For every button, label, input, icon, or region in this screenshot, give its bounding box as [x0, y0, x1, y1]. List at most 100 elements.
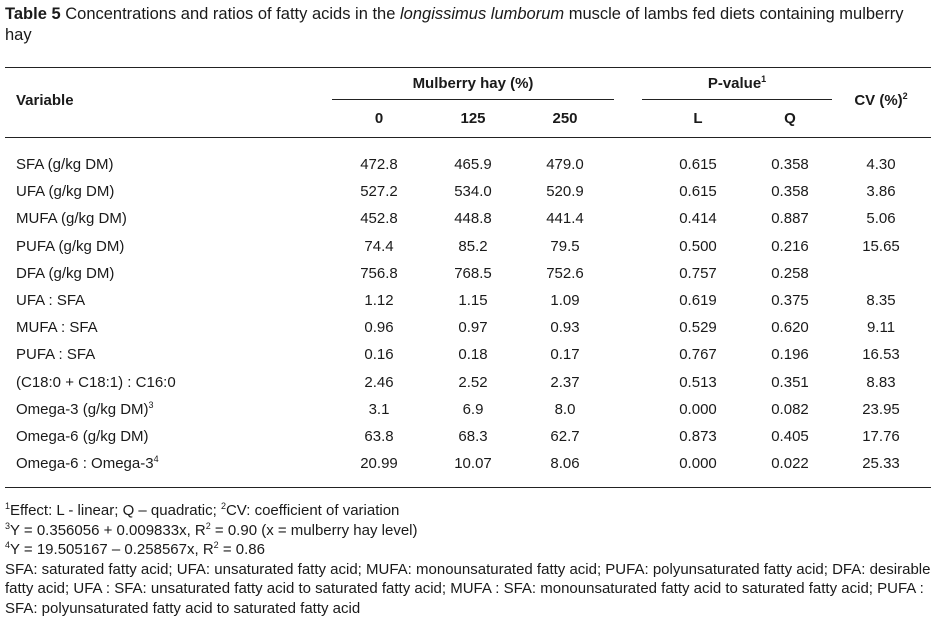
table-cell: 85.2 [458, 237, 488, 255]
header-cv: CV (%)2 [836, 91, 926, 110]
row-label-text: Omega-6 : Omega-3 [16, 455, 154, 473]
table-cell: 0.887 [771, 210, 809, 228]
header-sub-125: 125 [460, 110, 486, 127]
header-cv-sup: 2 [902, 91, 908, 101]
table-cell: 527.2 [360, 183, 398, 201]
table-cell: 0.216 [771, 237, 809, 255]
table-cell: 0.022 [771, 455, 809, 473]
footnote-1: 1Effect: L - linear; Q – quadratic; 2CV:… [5, 501, 931, 521]
table-cell: 5.06 [866, 210, 896, 228]
table-cell: 0.18 [458, 346, 488, 364]
row-label: DFA (g/kg DM) [16, 265, 114, 282]
table-cell: 15.65 [862, 237, 900, 255]
table-cell: 465.9 [454, 156, 492, 173]
header-rule [5, 137, 931, 138]
pvalue-subrule [642, 99, 832, 100]
footnote-4: 4Y = 19.505167 – 0.258567x, R2 = 0.86 [5, 540, 931, 560]
row-label-text: (C18:0 + C18:1) : C16:0 [16, 373, 176, 391]
row-label: PUFA (g/kg DM) [16, 238, 124, 255]
footnote-3-r2: 2 [205, 520, 211, 531]
table-cell: 0.414 [679, 210, 717, 228]
table-cell: 756.8 [360, 264, 398, 282]
row-label-sup: 4 [153, 454, 159, 465]
table-cell: 17.76 [862, 428, 900, 445]
table-cell: 0.529 [679, 319, 717, 337]
table-cell: 752.6 [546, 264, 584, 282]
row-label: UFA (g/kg DM) [16, 183, 114, 200]
table-cell: 0.351 [771, 373, 809, 391]
footnote-4-r2: 2 [213, 540, 219, 550]
table-cell: 534.0 [454, 183, 492, 201]
table-cell: 0.358 [771, 156, 809, 173]
top-rule [5, 67, 931, 68]
footnote-3: 3Y = 0.356056 + 0.009833x, R2 = 0.90 (x … [5, 521, 931, 541]
table-cell: 74.4 [364, 237, 394, 255]
table-cell: 2.46 [364, 373, 394, 391]
table-cell: 16.53 [862, 346, 900, 364]
row-label-text: DFA (g/kg DM) [16, 264, 115, 282]
table-cell: 1.09 [550, 292, 580, 309]
row-label: MUFA : SFA [16, 319, 98, 336]
table-cell: 3.1 [368, 400, 390, 418]
table-cell: 452.8 [360, 210, 398, 228]
table-cell: 10.07 [454, 455, 492, 473]
table-cell: 8.83 [866, 373, 896, 391]
table-cell: 0.17 [550, 346, 580, 364]
table-cell: 0.757 [679, 264, 717, 282]
table-cell: 472.8 [360, 156, 398, 173]
table-cell: 1.15 [458, 292, 488, 309]
row-label-text: Omega-6 (g/kg DM) [16, 428, 149, 445]
table-cell: 0.358 [771, 183, 809, 201]
header-sub-Q: Q [784, 110, 796, 127]
footnote-2-text: CV: coefficient of variation [225, 502, 400, 519]
table-cell: 8.0 [554, 400, 576, 418]
table-cell: 0.93 [550, 319, 580, 337]
table-cell: 9.11 [866, 319, 896, 337]
table-cell: 1.12 [364, 292, 394, 309]
table-cell: 0.082 [771, 400, 809, 418]
footnote-4-text-b: = 0.86 [218, 541, 265, 558]
footnote-abbreviations: SFA: saturated fatty acid; UFA: unsatura… [5, 560, 931, 617]
row-label: (C18:0 + C18:1) : C16:0 [16, 374, 176, 391]
header-pvalue-sup: 1 [761, 74, 767, 84]
caption-text-after: muscle of lambs fed diets containing mul… [5, 5, 904, 44]
row-label-text: PUFA (g/kg DM) [16, 237, 125, 255]
footnote-3-text-b: = 0.90 (x = mulberry hay level) [210, 521, 418, 539]
row-label: MUFA (g/kg DM) [16, 210, 127, 227]
header-pvalue: P-value1 [642, 74, 832, 93]
row-label-text: Omega-3 (g/kg DM) [16, 400, 149, 418]
table-cell: 0.000 [679, 400, 717, 418]
header-variable: Variable [16, 92, 74, 109]
table-cell: 768.5 [454, 264, 492, 282]
table-cell: 6.9 [462, 400, 484, 418]
table-cell: 8.06 [550, 455, 580, 473]
table-cell: 4.30 [866, 156, 896, 173]
table-cell: 0.405 [771, 428, 809, 445]
footnote-3-sup: 3 [5, 520, 11, 531]
table-cell: 0.615 [679, 183, 717, 201]
table-cell: 0.16 [364, 346, 394, 364]
table-cell: 0.000 [679, 455, 717, 473]
header-sub-L: L [693, 110, 703, 127]
footnotes: 1Effect: L - linear; Q – quadratic; 2CV:… [5, 501, 931, 618]
table-cell: 25.33 [862, 455, 900, 473]
row-label-sup: 3 [148, 399, 154, 410]
table-cell: 479.0 [546, 156, 584, 173]
table-cell: 0.620 [771, 319, 809, 337]
row-label: PUFA : SFA [16, 346, 95, 363]
caption-text-before: Concentrations and ratios of fatty acids… [60, 5, 400, 23]
row-label-text: SFA (g/kg DM) [16, 156, 114, 173]
footnote-1-text: Effect: L - linear; Q – quadratic; [10, 502, 221, 519]
row-label-text: UFA (g/kg DM) [16, 183, 115, 201]
footnote-3-text-a: Y = 0.356056 + 0.009833x, R [10, 521, 206, 539]
table-cell: 2.52 [458, 373, 488, 391]
row-label-text: UFA : SFA [16, 292, 86, 309]
table-cell: 0.513 [679, 373, 717, 391]
table-cell: 62.7 [550, 428, 580, 445]
row-label-text: MUFA : SFA [16, 319, 98, 337]
row-label-text: MUFA (g/kg DM) [16, 210, 127, 228]
header-mulberry: Mulberry hay (%) [412, 75, 534, 92]
table-cell: 3.86 [866, 183, 896, 201]
row-label: Omega-3 (g/kg DM)3 [16, 399, 154, 418]
table-cell: 441.4 [546, 210, 584, 228]
